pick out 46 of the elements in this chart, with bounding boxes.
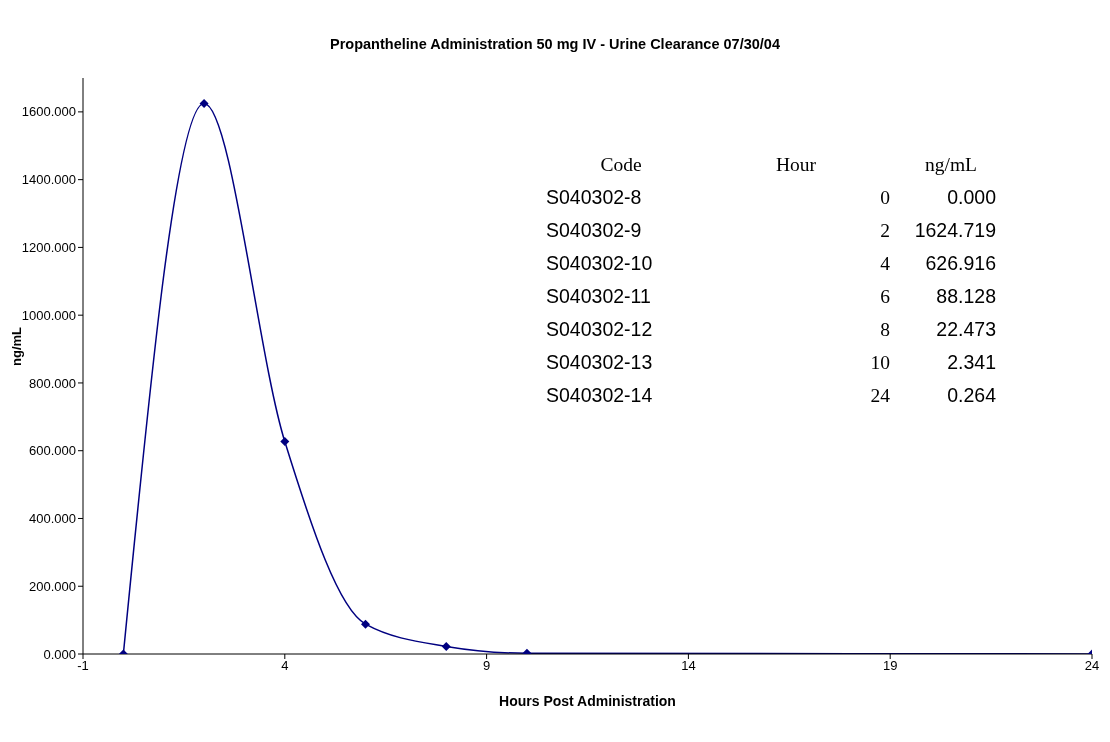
annotation: 2 [879,219,890,243]
text: 626.916 [925,252,996,274]
annotation: S040302-12 [546,317,654,342]
annotation: 10 [869,351,890,375]
annotation: 8 [879,318,890,342]
x-axis-title: Hours Post Administration [499,693,676,709]
annotation: 6 [879,285,890,309]
annotation: S040302-13 [546,350,654,375]
chart-title: Propantheline Administration 50 mg IV - Urine Clearance 07/30/04 [329,36,781,52]
point [199,99,209,109]
y-tick-label: 600.000 [29,443,76,459]
text: 0.000 [947,186,996,208]
annotation: S040302-8 [546,185,643,210]
y-tick-label: 1000.000 [21,307,76,323]
x-tick-label: 19 [882,658,898,674]
point [280,437,290,447]
annotation: ng/mL [924,153,978,177]
annotation: 24 [869,384,890,408]
y-tick-label: 1400.000 [21,172,76,188]
annotation: S040302-9 [546,218,643,243]
point [441,641,451,651]
y-tick-label: 200.000 [29,578,76,594]
x-tick-label: 24 [1084,658,1100,674]
text: 1624.719 [914,219,996,241]
annotation: 4 [879,252,890,276]
text: 0.264 [947,384,996,406]
text: 2.341 [947,351,996,373]
y-tick-label: 1200.000 [21,240,76,256]
annotation: S040302-11 [546,284,652,309]
point [361,619,371,629]
text: 88.128 [936,285,996,307]
annotation: 0 [879,186,890,210]
annotation: S040302-14 [546,383,654,408]
x-tick-label: -1 [77,658,89,674]
text: 22.473 [936,318,996,340]
y-tick-label: 800.000 [29,375,76,391]
y-axis-title: ng/mL [8,326,24,366]
annotation: Code [599,153,643,177]
annotation: S040302-10 [546,251,654,276]
y-tick-label: 1600.000 [21,104,76,120]
annotation: Hour [774,153,818,177]
x-tick-label: 4 [281,658,289,674]
y-tick-label: 0.000 [43,646,76,662]
x-tick-label: 9 [482,658,491,674]
x-tick-label: 14 [681,658,696,674]
y-tick-label: 400.000 [29,511,76,527]
